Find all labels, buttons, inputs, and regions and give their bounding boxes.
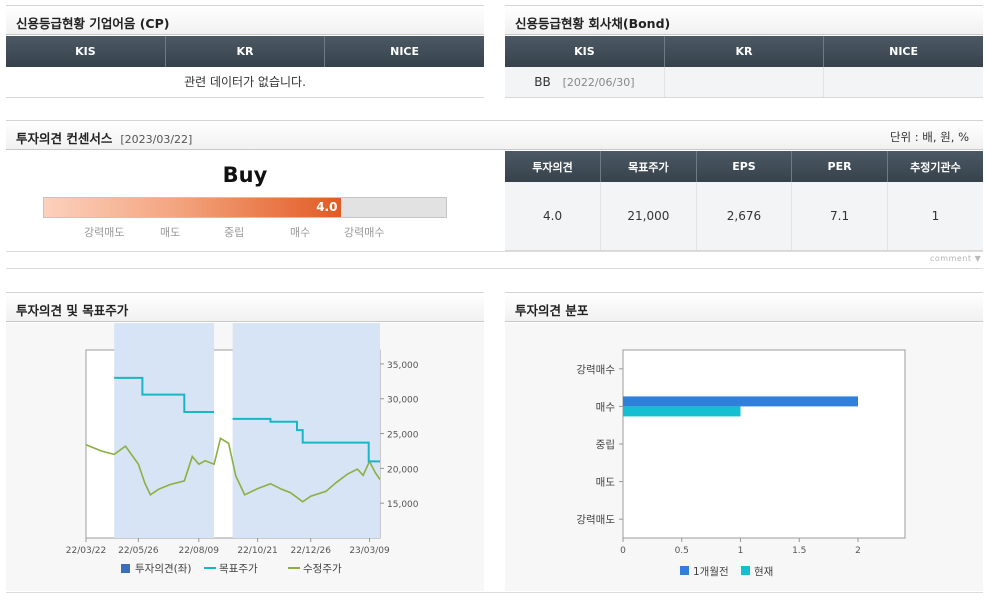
opinion-target-section-header: 투자의견 및 목표주가	[6, 292, 484, 322]
consensus-title: 투자의견 컨센서스	[16, 131, 113, 146]
x-axis-tick-1: 22/05/26	[118, 546, 159, 556]
consensus-header-count: 추정기관수	[886, 151, 983, 182]
distribution-title: 투자의견 분포	[515, 303, 589, 318]
cp-rating-table: KIS KR NICE 관련 데이터가 없습니다.	[6, 36, 484, 98]
cp-empty-message: 관련 데이터가 없습니다.	[6, 67, 484, 98]
legend-current-label: 현재	[754, 566, 773, 578]
bond-kis-grade: BB	[534, 74, 551, 89]
x-axis-tick-4: 2	[855, 546, 861, 556]
legend-1m-ago-label: 1개월전	[693, 566, 729, 578]
bond-kis-cell: BB [2022/06/30]	[505, 67, 665, 98]
bond-kis-date: [2022/06/30]	[562, 75, 635, 89]
right-axis-tick-1: 30,000	[387, 396, 419, 406]
consensus-score-value: 4.0	[316, 200, 338, 214]
bond-nice-cell	[823, 67, 983, 98]
consensus-opinion-word: Buy	[222, 163, 268, 187]
right-axis-tick-0: 35,000	[387, 361, 419, 371]
target-price-series-1	[232, 417, 380, 463]
legend-opinion-swatch	[121, 564, 130, 573]
consensus-value-opinion: 4.0	[505, 182, 601, 251]
x-axis-tick-3: 1.5	[792, 546, 806, 556]
bond-header-kr: KR	[663, 36, 824, 67]
consensus-title-wrap: 투자의견 컨센서스 [2023/03/22]	[16, 128, 192, 147]
y-axis-label-3: 매도	[596, 477, 616, 489]
x-axis-tick-5: 23/03/09	[349, 546, 390, 556]
right-axis-tick-2: 25,000	[387, 431, 419, 441]
scale-label-strong-sell: 강력매도	[84, 226, 125, 239]
consensus-score-bar: 4.0	[43, 197, 447, 218]
scale-label-sell: 매도	[160, 226, 181, 239]
consensus-value-per: 7.1	[791, 182, 888, 251]
consensus-divider	[6, 251, 983, 252]
consensus-date: [2023/03/22]	[120, 133, 193, 146]
bottom-rule	[6, 592, 983, 593]
bond-header-nice: NICE	[823, 36, 983, 67]
bond-section-header: 신용등급현황 회사채(Bond)	[505, 5, 983, 35]
cp-section-title: 신용등급현황 기업어음 (CP)	[16, 16, 170, 31]
y-axis-label-0: 강력매수	[576, 364, 615, 376]
comment-toggle[interactable]: comment ▼	[930, 254, 981, 263]
legend-opinion-label: 투자의견(좌)	[135, 563, 192, 575]
chevron-down-icon: ▼	[974, 254, 982, 263]
bond-rating-table: KIS KR NICE BB [2022/06/30]	[505, 36, 983, 98]
cp-section-header: 신용등급현황 기업어음 (CP)	[6, 5, 484, 35]
x-axis-tick-3: 22/10/21	[237, 546, 277, 556]
cp-header-nice: NICE	[324, 36, 484, 67]
bond-kr-cell	[663, 67, 824, 98]
right-axis-tick-3: 20,000	[387, 465, 419, 475]
adjusted-price-series	[85, 437, 381, 503]
target-price-series-0	[114, 376, 215, 413]
legend-price-label: 수정주가	[303, 563, 342, 575]
plot-area	[622, 349, 906, 539]
x-axis-tick-2: 22/08/09	[179, 546, 220, 556]
y-axis-label-2: 중립	[596, 438, 615, 451]
x-axis-tick-0: 0	[620, 546, 626, 556]
bar-0-1	[623, 396, 858, 407]
opinion-target-chart: 435,00030,00025,00020,00015,00022/03/222…	[66, 323, 419, 575]
consensus-bottom-rule	[6, 268, 983, 269]
scale-label-buy: 매수	[290, 226, 311, 239]
y-axis-label-1: 매수	[596, 401, 616, 413]
consensus-table: 투자의견 목표주가 EPS PER 추정기관수 4.0 21,000 2,676…	[505, 151, 983, 251]
consensus-section-header: 투자의견 컨센서스 [2023/03/22] 단위 : 배, 원, %	[6, 120, 983, 150]
scale-label-strong-buy: 강력매수	[344, 226, 385, 239]
consensus-header-eps: EPS	[695, 151, 792, 182]
opinion-fill-0	[114, 323, 215, 538]
consensus-header-per: PER	[791, 151, 888, 182]
distribution-section-header: 투자의견 분포	[505, 292, 983, 322]
consensus-value-target: 21,000	[600, 182, 697, 251]
legend-current-swatch	[741, 566, 750, 575]
consensus-unit: 단위 : 배, 원, %	[889, 130, 969, 144]
comment-label: comment	[930, 254, 972, 263]
consensus-header-target: 목표주가	[600, 151, 697, 182]
x-axis-tick-2: 1	[738, 546, 744, 556]
opinion-target-title: 투자의견 및 목표주가	[16, 303, 129, 318]
x-axis-tick-4: 22/12/26	[291, 546, 332, 556]
bar-1-1	[623, 406, 741, 417]
consensus-value-eps: 2,676	[695, 182, 792, 251]
cp-header-kr: KR	[164, 36, 325, 67]
consensus-score-fill: 4.0	[44, 198, 342, 217]
opinion-fill-1	[232, 323, 380, 538]
x-axis-tick-1: 0.5	[675, 546, 689, 556]
bond-header-kis: KIS	[505, 36, 665, 67]
x-axis-tick-0: 22/03/22	[66, 546, 106, 556]
right-axis-tick-4: 15,000	[387, 500, 419, 510]
consensus-header-opinion: 투자의견	[505, 151, 601, 182]
consensus-value-count: 1	[886, 182, 983, 251]
legend-target-label: 목표주가	[219, 563, 258, 575]
scale-label-neutral: 중립	[224, 226, 245, 239]
bond-section-title: 신용등급현황 회사채(Bond)	[515, 16, 671, 31]
cp-header-kis: KIS	[6, 36, 166, 67]
legend-1m-ago-swatch	[680, 566, 689, 575]
y-axis-label-4: 강력매도	[576, 514, 615, 526]
